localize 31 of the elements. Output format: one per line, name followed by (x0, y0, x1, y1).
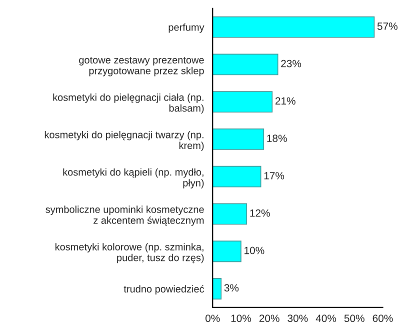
data-label: 18% (267, 134, 287, 142)
x-tick-label: 0% (206, 314, 220, 322)
bar (212, 203, 248, 225)
bar (212, 278, 222, 300)
y-tick-label: trudno powiedzieć (124, 285, 204, 295)
data-label: 10% (244, 246, 264, 254)
x-tick-label: 20% (259, 314, 280, 322)
x-tick-label: 50% (344, 314, 364, 322)
data-label: 12% (250, 209, 270, 217)
y-tick-label: kosmetyki do kąpieli (np. mydło, płyn) (63, 168, 204, 188)
bar (212, 128, 264, 150)
y-tick-label: kosmetyki do pielęgnacji ciała (np. balsam) (53, 94, 204, 114)
bar (212, 240, 242, 262)
y-tick-label: perfumy (168, 23, 204, 33)
data-label: 3% (224, 284, 239, 292)
x-tick-label: 30% (288, 314, 308, 322)
x-tick-label: 60% (372, 314, 393, 322)
x-tick-label: 40% (316, 314, 336, 322)
y-tick-label: kosmetyki kolorowe (np. szminka, puder, tusz do rzęs) (55, 243, 204, 264)
data-label: 21% (275, 97, 296, 105)
bar (212, 54, 278, 76)
data-label: 23% (281, 60, 302, 68)
y-tick-label: kosmetyki do pielęgnacji twarzy (np. krem) (44, 130, 204, 152)
x-tick-label: 10% (231, 314, 252, 322)
y-tick-label: symboliczne upominki kosmetyczne z akcentem świątecznym (46, 206, 204, 226)
y-tick-label: gotowe zestawy prezentowe przygotowane przez sklep (79, 56, 204, 76)
data-label: 57% (377, 22, 398, 30)
bar (212, 16, 375, 38)
data-label: 17% (264, 172, 284, 180)
bar (212, 91, 273, 113)
bar (212, 166, 262, 188)
